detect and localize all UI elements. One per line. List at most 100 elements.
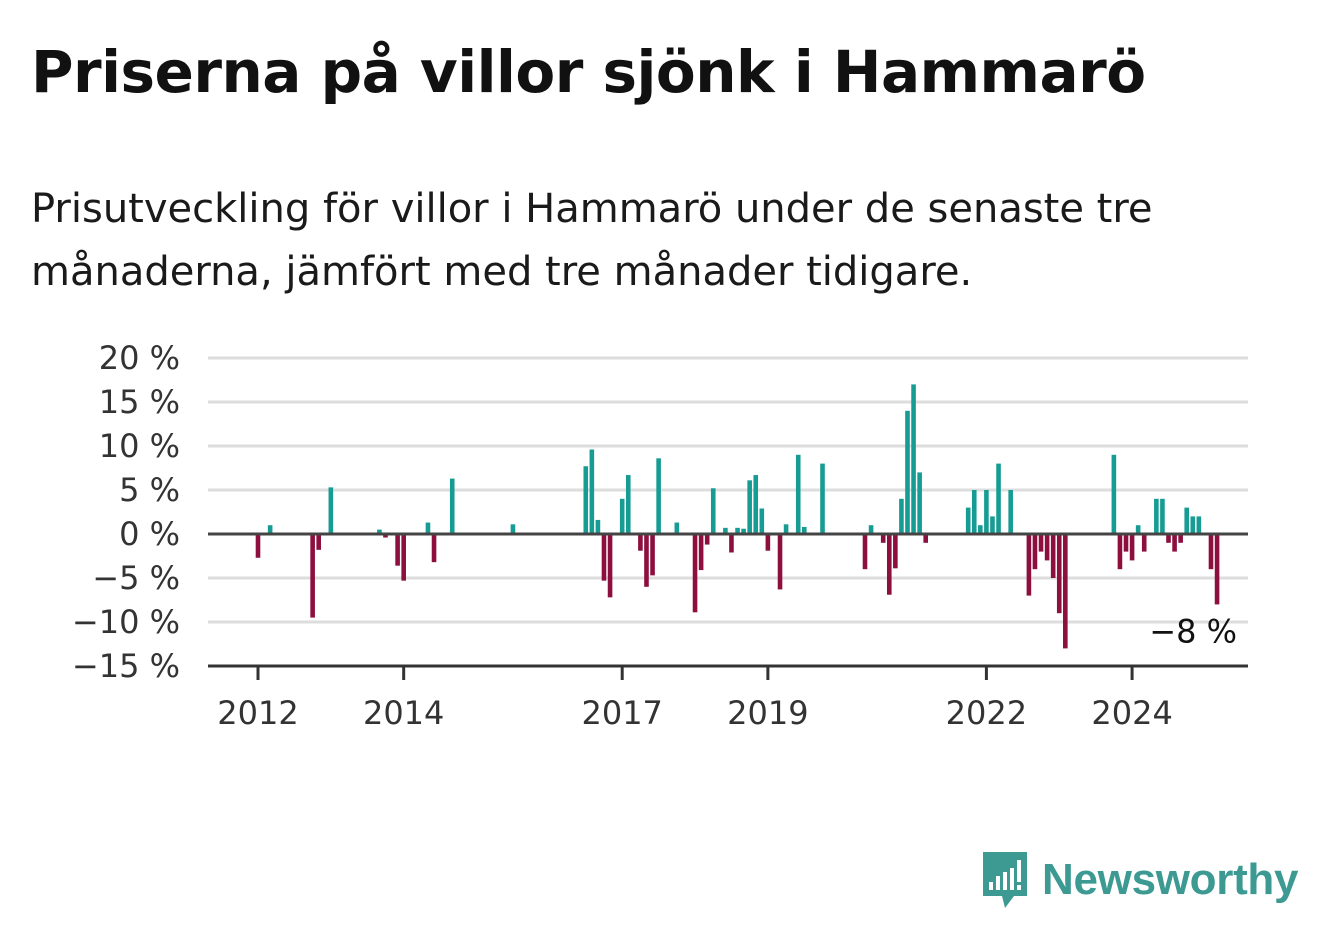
bar <box>328 487 334 534</box>
brand-logo: Newsworthy <box>980 850 1298 910</box>
bar <box>401 534 406 581</box>
bar <box>1038 534 1044 552</box>
bar <box>310 534 315 618</box>
bar <box>1063 534 1068 649</box>
bar <box>1160 498 1165 534</box>
bar <box>777 534 783 590</box>
bar <box>1141 534 1147 552</box>
bar <box>923 534 928 543</box>
bar <box>862 534 868 570</box>
bar <box>267 525 273 534</box>
last-value-label: −8 % <box>1149 612 1237 650</box>
bars <box>255 384 1220 649</box>
y-tick-label: 10 % <box>99 427 180 465</box>
bar <box>990 516 995 534</box>
y-tick-label: 5 % <box>119 471 180 509</box>
bar <box>723 527 728 534</box>
bar <box>1184 507 1190 534</box>
chart-subtitle: Prisutveckling för villor i Hammarö unde… <box>31 186 1153 295</box>
x-tick-label: 2019 <box>727 694 808 732</box>
x-tick-label: 2012 <box>217 694 298 732</box>
bar <box>820 463 825 534</box>
newsworthy-logo-icon <box>983 852 1027 908</box>
bar <box>1190 516 1196 534</box>
bar <box>1044 534 1050 561</box>
bar <box>316 534 321 550</box>
x-tick-label: 2022 <box>946 694 1027 732</box>
y-tick-label: −5 % <box>92 559 180 597</box>
bar <box>996 463 1001 534</box>
bar <box>595 519 601 534</box>
annotations: −8 % <box>1149 612 1237 650</box>
bar <box>971 490 977 534</box>
bar <box>965 507 971 534</box>
bar <box>1056 534 1062 614</box>
bar <box>449 478 455 534</box>
bar <box>510 524 516 534</box>
bar <box>1123 534 1129 552</box>
bar <box>1154 498 1159 534</box>
bar <box>1172 534 1177 552</box>
bar <box>868 525 874 534</box>
bar <box>1129 534 1135 561</box>
bar <box>1026 534 1032 596</box>
y-tick-label: −15 % <box>72 647 180 685</box>
bar <box>710 488 716 534</box>
bar <box>619 498 625 534</box>
bar <box>650 534 655 576</box>
bar <box>1196 516 1202 534</box>
bar <box>638 534 643 551</box>
x-tick-label: 2017 <box>581 694 662 732</box>
x-tick-label: 2024 <box>1091 694 1172 732</box>
y-tick-label: −10 % <box>72 603 180 641</box>
y-axis-tick-labels: 20 % 15 % 10 % 5 % 0 % −5 % −10 % −15 % <box>72 339 180 685</box>
brand-name: Newsworthy <box>1042 855 1299 904</box>
bar <box>759 508 765 534</box>
bar <box>747 480 752 534</box>
y-tick-label: 15 % <box>99 383 180 421</box>
bar <box>1111 454 1117 534</box>
bar <box>893 534 898 569</box>
bar <box>255 534 261 558</box>
bar <box>698 534 704 571</box>
bar <box>625 475 631 534</box>
bar <box>880 534 886 543</box>
bar <box>1135 525 1141 534</box>
gridlines <box>208 356 1248 624</box>
bar <box>383 534 388 538</box>
bar <box>783 524 789 534</box>
bar <box>601 534 607 581</box>
bar <box>1178 534 1183 543</box>
bar <box>886 534 892 595</box>
bar <box>1117 534 1123 570</box>
x-tick-label: 2014 <box>363 694 444 732</box>
bar <box>917 472 922 534</box>
bar <box>905 410 910 534</box>
bar <box>395 534 400 566</box>
bar <box>1166 534 1171 543</box>
bar <box>978 525 983 534</box>
bar <box>607 534 613 598</box>
bar <box>425 522 431 534</box>
bar <box>589 449 595 534</box>
bar <box>1050 534 1056 578</box>
y-tick-label: 0 % <box>119 515 180 553</box>
bar <box>704 534 710 545</box>
bar <box>1214 534 1220 605</box>
bar <box>899 498 904 534</box>
bar <box>431 534 437 563</box>
chart-title: Priserna på villor sjönk i Hammarö <box>31 38 1146 106</box>
bar <box>741 528 746 534</box>
bar <box>729 534 734 553</box>
bar <box>583 466 589 534</box>
bar <box>656 458 661 534</box>
bar <box>674 522 680 534</box>
bar <box>1032 534 1038 570</box>
bar <box>735 527 740 534</box>
y-tick-label: 20 % <box>99 339 180 377</box>
bar <box>753 475 759 534</box>
bar <box>765 534 771 551</box>
bar <box>984 490 989 534</box>
axes <box>208 532 1248 680</box>
bar <box>1008 490 1013 534</box>
